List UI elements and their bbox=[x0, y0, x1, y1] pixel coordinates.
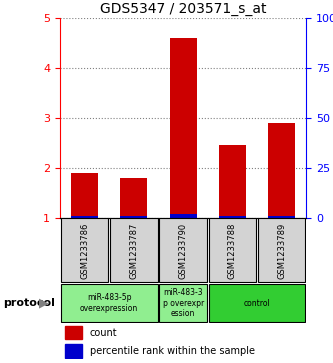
FancyBboxPatch shape bbox=[160, 284, 207, 322]
Bar bbox=[65, 326, 82, 339]
FancyBboxPatch shape bbox=[209, 219, 256, 282]
Text: ▶: ▶ bbox=[39, 297, 48, 310]
Bar bbox=[120, 216, 148, 218]
Bar bbox=[219, 216, 246, 218]
Text: GSM1233788: GSM1233788 bbox=[228, 222, 237, 279]
FancyBboxPatch shape bbox=[160, 219, 207, 282]
FancyBboxPatch shape bbox=[61, 284, 158, 322]
Bar bbox=[169, 214, 197, 218]
FancyBboxPatch shape bbox=[110, 219, 158, 282]
Bar bbox=[71, 173, 98, 218]
Bar bbox=[65, 344, 82, 358]
Bar bbox=[268, 216, 295, 218]
Bar bbox=[169, 38, 197, 218]
Text: GSM1233786: GSM1233786 bbox=[80, 222, 89, 279]
Text: GSM1233787: GSM1233787 bbox=[129, 222, 139, 279]
FancyBboxPatch shape bbox=[61, 219, 108, 282]
Bar bbox=[219, 146, 246, 218]
Text: control: control bbox=[244, 299, 270, 307]
Bar bbox=[71, 216, 98, 218]
Text: GSM1233789: GSM1233789 bbox=[277, 223, 286, 278]
Title: GDS5347 / 203571_s_at: GDS5347 / 203571_s_at bbox=[100, 2, 266, 16]
Text: miR-483-3
p overexpr
ession: miR-483-3 p overexpr ession bbox=[163, 288, 204, 318]
Text: GSM1233790: GSM1233790 bbox=[178, 223, 188, 278]
Text: percentile rank within the sample: percentile rank within the sample bbox=[90, 346, 254, 356]
Text: count: count bbox=[90, 327, 117, 338]
FancyBboxPatch shape bbox=[258, 219, 305, 282]
Bar bbox=[120, 178, 148, 218]
Text: protocol: protocol bbox=[3, 298, 55, 308]
Text: miR-483-5p
overexpression: miR-483-5p overexpression bbox=[80, 293, 138, 313]
FancyBboxPatch shape bbox=[209, 284, 305, 322]
Bar bbox=[268, 123, 295, 218]
